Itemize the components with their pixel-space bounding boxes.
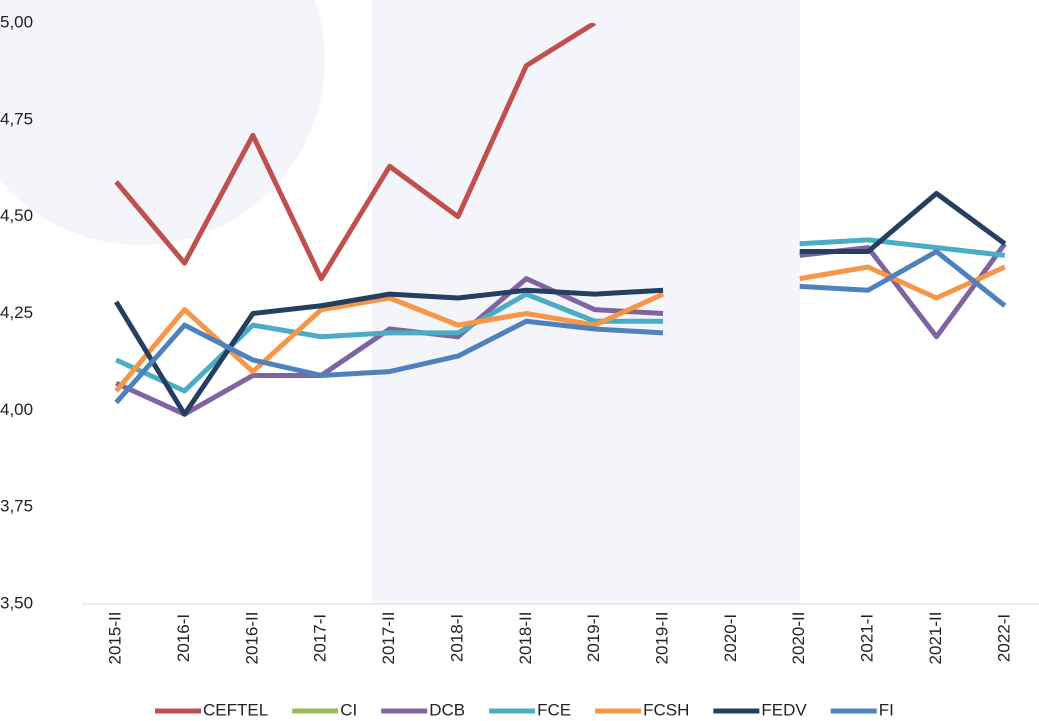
background-gap [0,545,372,604]
y-tick-label: 3,50 [0,593,33,612]
x-tick-label: 2019-II [653,612,672,665]
series-line [114,249,1007,405]
y-tick-label: 4,50 [0,206,33,225]
x-tick-label: 2015-II [106,612,125,665]
legend-label: DCB [429,700,465,719]
y-tick-label: 4,75 [0,109,33,128]
y-tick-label: 4,00 [0,400,33,419]
legend-label: CEFTEL [203,700,268,719]
legend-label: FCSH [643,700,689,719]
x-tick-label: 2022-I [994,614,1013,662]
series-line [114,23,597,282]
y-tick-label: 3,75 [0,497,33,516]
legend-label: FEDV [761,700,807,719]
background-circle [0,0,325,245]
x-tick-label: 2018-II [516,612,535,665]
x-tick-label: 2016-I [174,614,193,662]
x-tick-label: 2017-I [311,614,330,662]
x-tick-label: 2020-II [789,612,808,665]
x-tick-label: 2020-I [721,614,740,662]
series-line [114,264,1006,393]
y-tick-label: 5,00 [0,12,33,31]
x-tick-label: 2016-II [242,612,261,665]
series-line [115,237,1006,394]
series-line [114,190,1007,417]
x-tick-label: 2019-I [584,614,603,662]
legend-label: FCE [537,700,571,719]
x-tick-label: 2021-I [858,614,877,662]
x-tick-label: 2021-II [926,612,945,665]
y-tick-label: 4,25 [0,303,33,322]
legend-label: CI [340,700,357,719]
x-tick-label: 2018-I [447,614,466,662]
x-tick-label: 2017-II [379,612,398,665]
background-band [372,0,800,604]
legend-label: FI [879,700,894,719]
